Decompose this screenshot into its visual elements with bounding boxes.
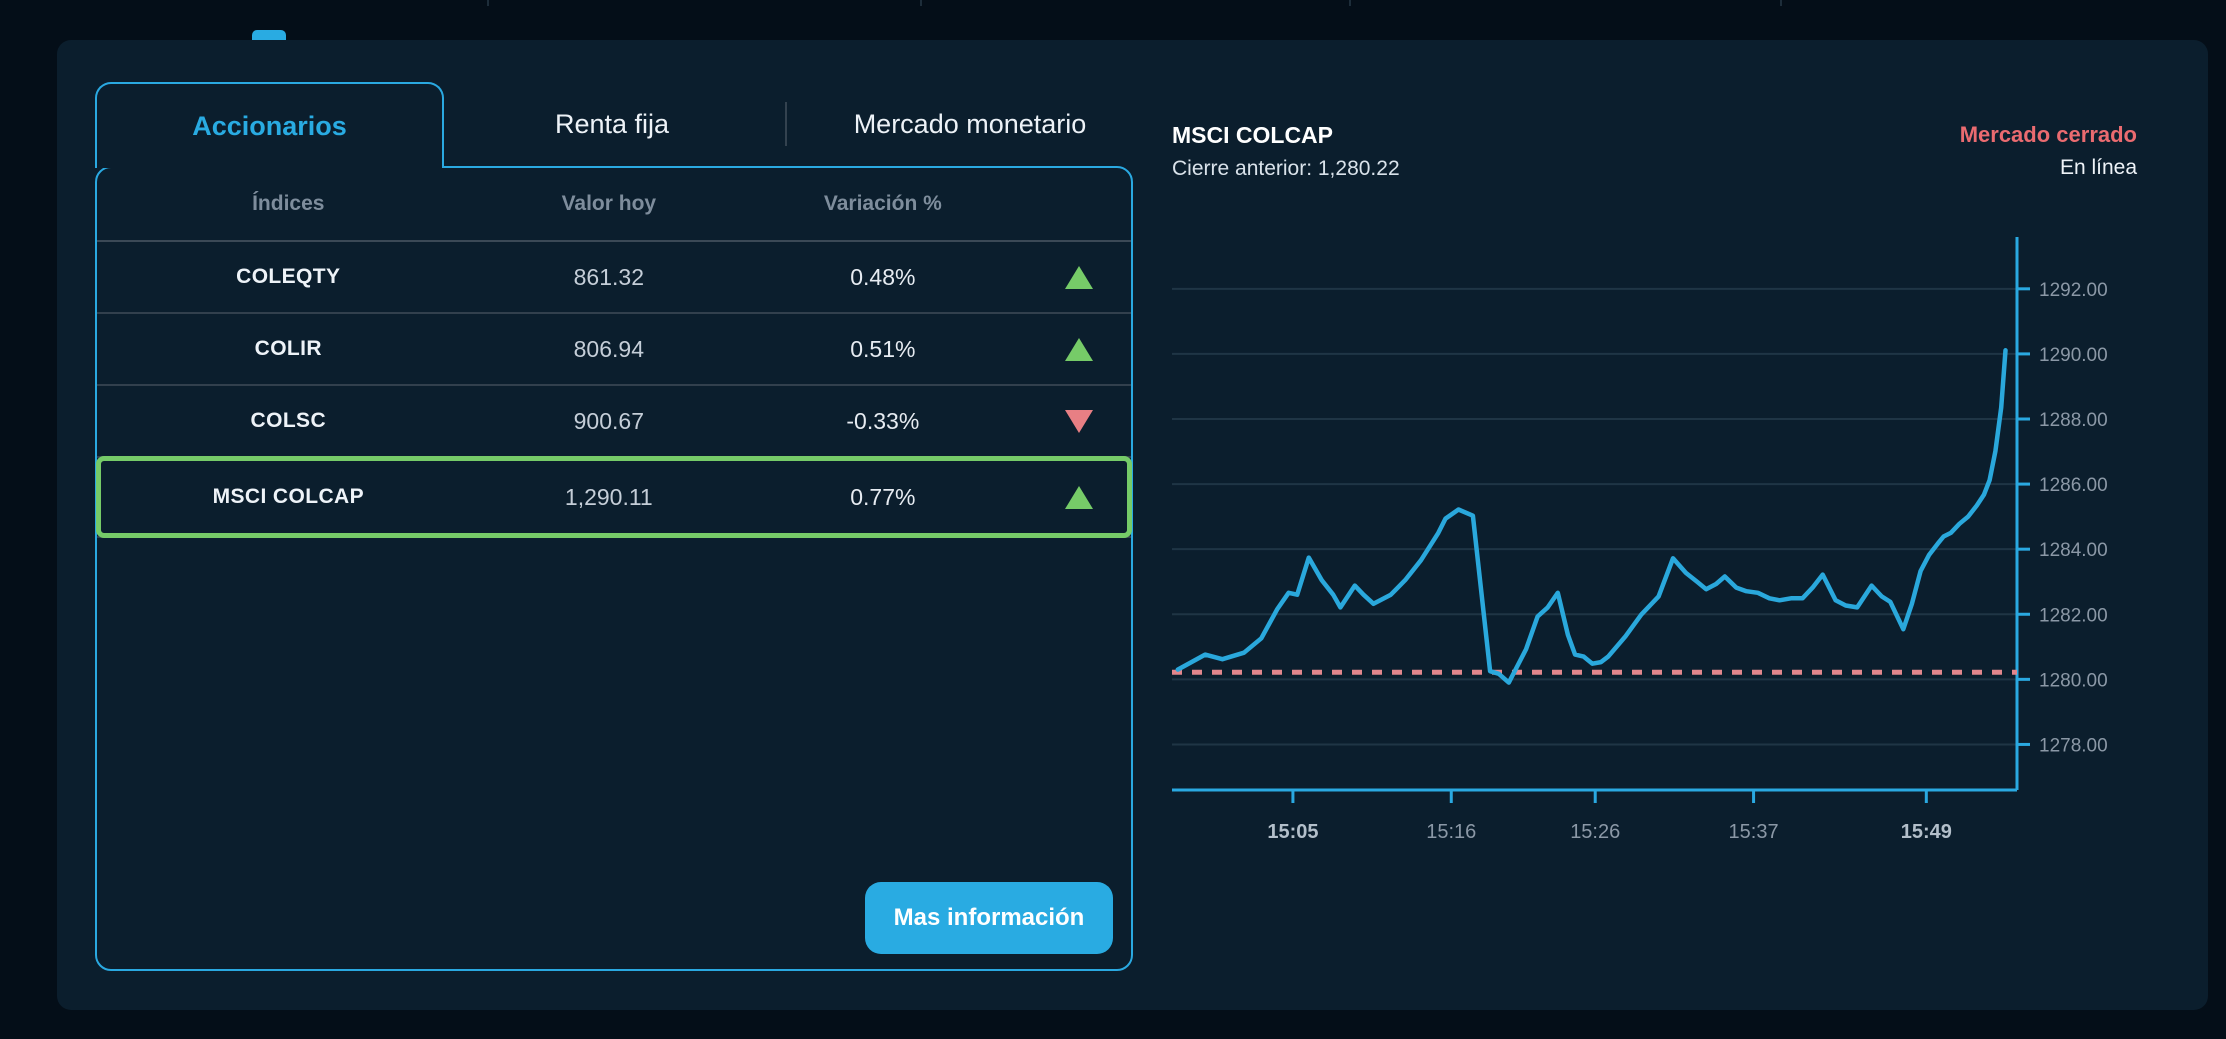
svg-text:1288.00: 1288.00 bbox=[2039, 410, 2108, 431]
top-divider-tick bbox=[487, 0, 489, 6]
online-mode-label: En línea bbox=[2059, 156, 2137, 179]
top-divider-tick bbox=[1780, 0, 1782, 6]
indices-card: Índices Valor hoy Variación % COLEQTY 861… bbox=[95, 166, 1133, 971]
index-name: COLSC bbox=[250, 409, 327, 432]
index-value: 1,290.11 bbox=[564, 483, 653, 510]
svg-text:1282.00: 1282.00 bbox=[2039, 605, 2108, 626]
index-change: -0.33% bbox=[846, 407, 920, 434]
index-value: 861.32 bbox=[573, 263, 644, 290]
tab-divider bbox=[785, 102, 787, 146]
svg-text:1290.00: 1290.00 bbox=[2039, 345, 2108, 366]
column-header-variacion: Variación % bbox=[823, 192, 942, 215]
more-info-button[interactable]: Mas información bbox=[865, 882, 1113, 954]
change-arrow-cell bbox=[1028, 485, 1131, 509]
indices-table-body: COLEQTY 861.32 0.48% COLIR 806.94 0.51% COLSC 9… bbox=[96, 242, 1132, 538]
table-row-colir[interactable]: COLIR 806.94 0.51% bbox=[97, 314, 1131, 386]
arrow-up-icon bbox=[1065, 265, 1094, 289]
index-change: 0.48% bbox=[850, 263, 916, 290]
svg-text:15:26: 15:26 bbox=[1570, 821, 1620, 843]
change-arrow-cell bbox=[1028, 265, 1131, 289]
index-value: 900.67 bbox=[573, 407, 644, 434]
markets-panel: Accionarios Renta fija Mercado monetario… bbox=[57, 40, 2208, 1010]
index-name: COLEQTY bbox=[236, 265, 341, 288]
top-divider-tick bbox=[1349, 0, 1351, 6]
table-row-colsc[interactable]: COLSC 900.67 -0.33% bbox=[97, 386, 1131, 458]
svg-text:1280.00: 1280.00 bbox=[2039, 670, 2108, 691]
tab-accionarios-label: Accionarios bbox=[192, 110, 347, 141]
svg-text:1278.00: 1278.00 bbox=[2039, 735, 2108, 756]
svg-text:1284.00: 1284.00 bbox=[2039, 540, 2108, 561]
index-change: 0.51% bbox=[850, 335, 916, 362]
column-header-indices: Índices bbox=[252, 192, 325, 215]
price-chart: 1292.00 1290.00 1288.00 1286.00 1284.00 1282.… bbox=[1172, 237, 2108, 843]
table-row-msci-colcap[interactable]: MSCI COLCAP 1,290.11 0.77% bbox=[96, 456, 1132, 538]
chart-header: MSCI COLCAP Cierre anterior: 1,280.22 Me… bbox=[1172, 122, 2137, 181]
nav-active-indicator bbox=[252, 30, 286, 41]
top-divider-tick bbox=[920, 0, 922, 6]
tab-renta-fija-label: Renta fija bbox=[554, 108, 670, 139]
chart-prev-close: Cierre anterior: 1,280.22 bbox=[1172, 157, 1400, 180]
arrow-up-icon bbox=[1065, 337, 1094, 361]
svg-text:15:16: 15:16 bbox=[1426, 821, 1476, 843]
arrow-down-icon bbox=[1065, 409, 1094, 433]
index-name: COLIR bbox=[254, 337, 322, 360]
svg-text:15:37: 15:37 bbox=[1729, 821, 1779, 843]
arrow-up-icon bbox=[1065, 485, 1094, 509]
change-arrow-cell bbox=[1028, 337, 1131, 361]
chart-title: MSCI COLCAP bbox=[1172, 122, 1333, 148]
svg-text:1292.00: 1292.00 bbox=[2039, 280, 2108, 301]
tab-mercado-monetario-label: Mercado monetario bbox=[853, 108, 1087, 139]
table-header: Índices Valor hoy Variación % bbox=[97, 168, 1131, 242]
table-row-coleqty[interactable]: COLEQTY 861.32 0.48% bbox=[97, 242, 1131, 314]
column-header-valor-hoy: Valor hoy bbox=[561, 192, 657, 215]
svg-text:15:49: 15:49 bbox=[1901, 821, 1952, 843]
svg-text:15:05: 15:05 bbox=[1267, 821, 1318, 843]
index-value: 806.94 bbox=[573, 335, 644, 362]
tab-mercado-monetario[interactable]: Mercado monetario bbox=[805, 92, 1135, 156]
tab-renta-fija[interactable]: Renta fija bbox=[487, 92, 737, 156]
svg-text:1286.00: 1286.00 bbox=[2039, 475, 2108, 496]
tab-accionarios[interactable]: Accionarios bbox=[95, 82, 444, 168]
market-status-badge: Mercado cerrado bbox=[1959, 122, 2137, 147]
index-name: MSCI COLCAP bbox=[212, 485, 364, 508]
change-arrow-cell bbox=[1028, 409, 1131, 433]
index-change: 0.77% bbox=[850, 483, 916, 510]
